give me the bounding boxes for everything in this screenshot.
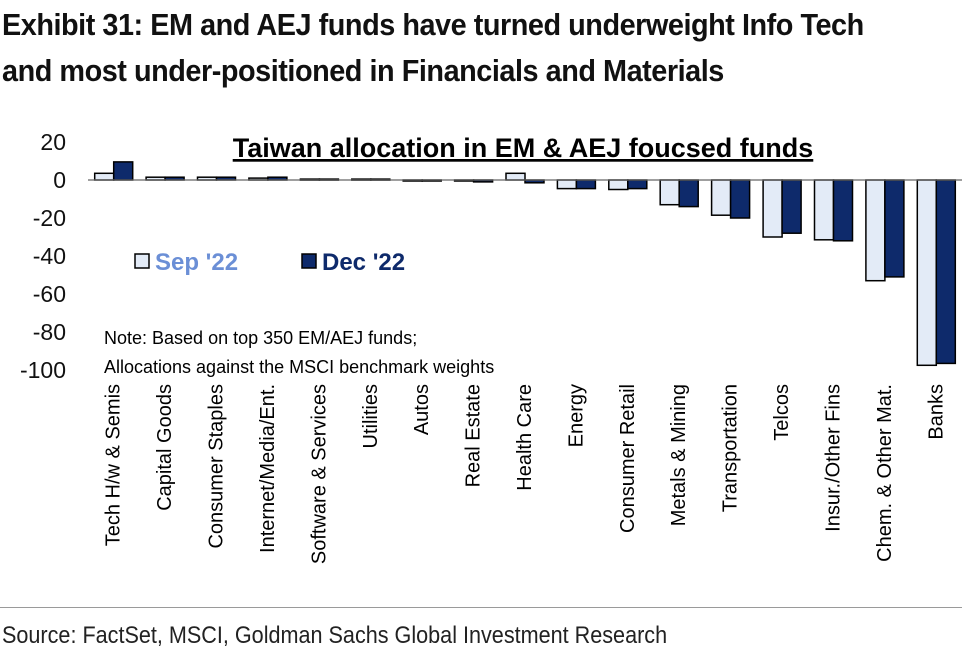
- bar-dec: [575, 179, 597, 190]
- note-line-1: Note: Based on top 350 EM/AEJ funds;: [104, 328, 417, 348]
- y-tick-label: 0: [53, 167, 66, 193]
- chart-title: Taiwan allocation in EM & AEJ foucsed fu…: [233, 133, 814, 163]
- x-tick-label: Consumer Retail: [617, 384, 639, 533]
- y-tick-label: -80: [33, 319, 66, 345]
- bar-dec: [935, 179, 957, 365]
- x-tick-label: Energy: [565, 384, 587, 447]
- x-tick-label: Utilities: [360, 384, 382, 448]
- x-tick-label: Capital Goods: [154, 384, 176, 511]
- bar-chart: 20 0 -20 -40 -60 -80 -100 Taiwan allocation in …: [20, 129, 962, 564]
- bar-sep: [659, 179, 680, 206]
- legend-label-sep: Sep '22: [155, 249, 238, 276]
- x-tick-label: Internet/Media/Ent.: [257, 384, 279, 553]
- bar-dec: [678, 179, 699, 208]
- y-tick-label: -40: [33, 243, 66, 269]
- y-tick-label: -60: [33, 281, 66, 307]
- bar-sep: [505, 172, 526, 181]
- legend-label-dec: Dec '22: [322, 249, 405, 276]
- exhibit-title: Exhibit 31: EM and AEJ funds have turned…: [2, 2, 891, 94]
- bar-dec: [832, 179, 854, 242]
- legend-swatch-dec: [301, 253, 317, 269]
- bar-dec: [781, 179, 802, 234]
- y-tick-label: -100: [20, 357, 66, 383]
- bar-sep: [93, 172, 115, 181]
- x-tick-label: Telcos: [771, 384, 793, 441]
- bar-sep: [608, 179, 629, 191]
- x-tick-label: Insur./Other Fins: [822, 384, 844, 532]
- x-tick-label: Banks: [925, 384, 947, 440]
- bar-sep: [813, 179, 835, 241]
- x-tick-label: Metals & Mining: [668, 384, 690, 526]
- exhibit-title-line-2: and most under-positioned in Financials …: [2, 53, 724, 88]
- x-tick-label: Software & Services: [308, 384, 330, 564]
- bar-sep: [916, 179, 938, 367]
- x-tick-label: Consumer Staples: [206, 384, 228, 549]
- bar-dec: [884, 179, 905, 278]
- bar-sep: [710, 179, 732, 216]
- x-tick-label: Chem. & Other Mat.: [874, 384, 896, 562]
- bar-dec: [627, 179, 648, 190]
- x-tick-label: Autos: [411, 384, 433, 435]
- x-tick-label: Health Care: [514, 384, 536, 491]
- legend-swatch-sep: [134, 253, 150, 269]
- x-tick-label: Transportation: [720, 384, 742, 512]
- x-tick-label: Tech H/w & Semis: [103, 384, 125, 546]
- y-tick-label: 20: [40, 129, 66, 155]
- source-note: Source: FactSet, MSCI, Goldman Sachs Glo…: [2, 622, 668, 649]
- bar-dec: [729, 179, 751, 219]
- bar-sep: [865, 179, 886, 282]
- note-line-2: Allocations against the MSCI benchmark w…: [104, 357, 494, 377]
- bar-sep: [762, 179, 783, 238]
- y-tick-label: -20: [33, 205, 66, 231]
- bar-dec: [112, 161, 134, 181]
- x-tick-label: Real Estate: [463, 384, 485, 487]
- exhibit-title-line-1: Exhibit 31: EM and AEJ funds have turned…: [2, 7, 864, 42]
- footer-divider: [0, 607, 962, 608]
- bar-sep: [556, 179, 578, 190]
